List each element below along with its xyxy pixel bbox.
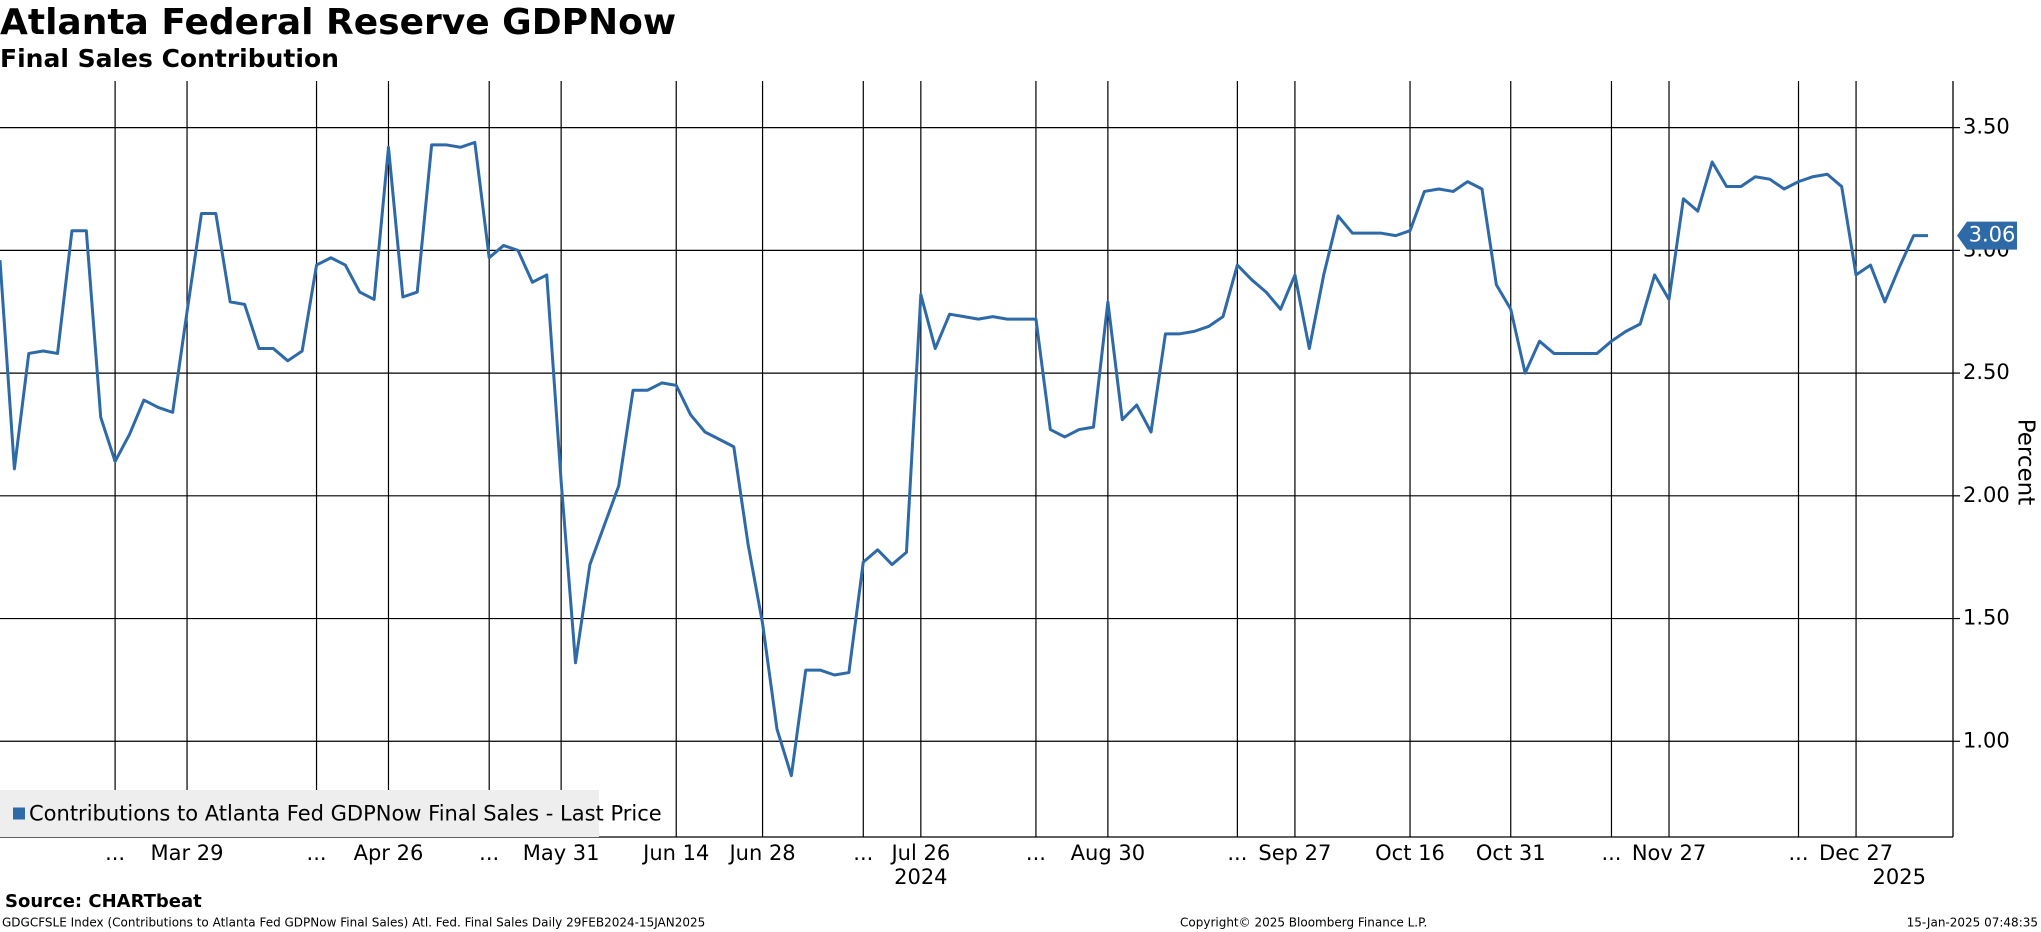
x-tick-label: Apr 26 — [354, 841, 424, 865]
x-tick-label: Jul 26 — [889, 841, 950, 865]
x-year-label: 2024 — [894, 865, 947, 889]
legend-box — [0, 790, 599, 837]
x-tick-label: ... — [853, 841, 873, 865]
x-tick-label: Jun 14 — [641, 841, 709, 865]
y-tick-label: 1.00 — [1963, 728, 2010, 752]
x-tick-label: Jun 28 — [727, 841, 795, 865]
x-tick-label: Aug 30 — [1071, 841, 1145, 865]
last-value-label: 3.06 — [1969, 223, 2016, 247]
x-tick-label: Mar 29 — [151, 841, 224, 865]
y-tick-label: 2.00 — [1963, 483, 2010, 507]
x-tick-label: ... — [1026, 841, 1046, 865]
source: Source: CHARTbeat — [5, 891, 202, 912]
y-tick-label: 1.50 — [1963, 606, 2010, 630]
x-tick-label: ... — [105, 841, 125, 865]
grid — [0, 81, 1953, 837]
x-tick-label: May 31 — [523, 841, 600, 865]
x-tick-label: Oct 16 — [1375, 841, 1445, 865]
x-tick-label: Nov 27 — [1632, 841, 1706, 865]
x-tick-label: ... — [1788, 841, 1808, 865]
footer-info: GDGCFSLE Index (Contributions to Atlanta… — [2, 916, 705, 930]
x-tick-label: Oct 31 — [1476, 841, 1546, 865]
legend-label: Contributions to Atlanta Fed GDPNow Fina… — [29, 802, 662, 826]
x-tick-label: Dec 27 — [1819, 841, 1893, 865]
x-tick-label: ... — [1601, 841, 1621, 865]
data-line — [0, 140, 1928, 778]
y-axis-label: Percent — [2013, 419, 2039, 506]
x-year-label: 2025 — [1872, 865, 1925, 889]
legend-swatch — [13, 807, 25, 820]
x-tick-label: ... — [307, 841, 327, 865]
x-tick-label: ... — [1227, 841, 1247, 865]
chart-subtitle: Final Sales Contribution — [0, 44, 339, 73]
x-tick-label: Sep 27 — [1258, 841, 1331, 865]
timestamp: 15-Jan-2025 07:48:35 — [1907, 916, 2038, 930]
copyright: Copyright© 2025 Bloomberg Finance L.P. — [1180, 916, 1427, 930]
last-value-callout — [1957, 221, 2017, 250]
y-tick-label: 3.50 — [1963, 115, 2010, 139]
x-tick-label: ... — [479, 841, 499, 865]
chart-title: Atlanta Federal Reserve GDPNow — [0, 2, 676, 43]
y-tick-label: 2.50 — [1963, 360, 2010, 384]
